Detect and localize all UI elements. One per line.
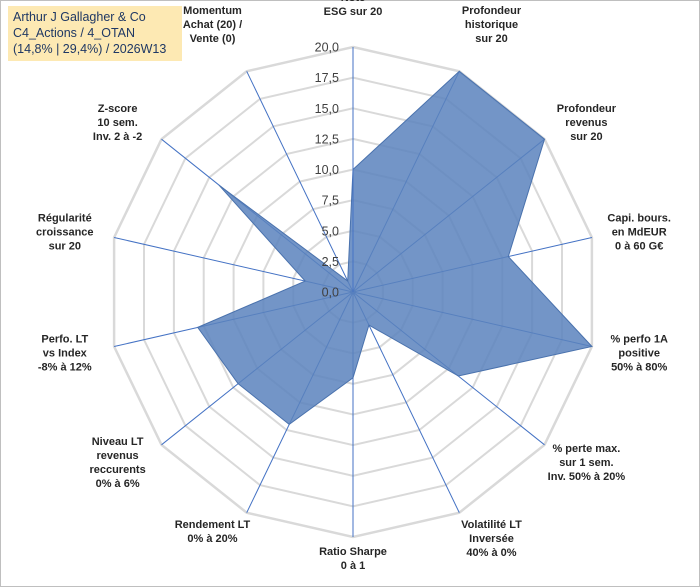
axis-label-line: sur 20 <box>570 131 602 143</box>
radar-series <box>196 47 593 426</box>
tick-label: 2,5 <box>322 255 339 269</box>
axis-label: Régularité croissance sur 20 <box>36 212 93 252</box>
axis-label-line: en MdEUR <box>612 226 667 238</box>
axis-label-line: sur 20 <box>475 33 507 45</box>
axis-label-line: 0 à 60 G€ <box>615 240 663 252</box>
axis-spoke <box>352 291 460 513</box>
axis-label: Volatilité LT Inversée 40% à 0% <box>461 519 522 559</box>
axis-label-line: % perte max. <box>552 443 620 455</box>
axis-label-line: -8% à 12% <box>38 362 92 374</box>
axis-label-line: sur 20 <box>49 240 81 252</box>
axis-label-line: 0 à 1 <box>341 560 365 572</box>
axis-label-line: % perfo 1A <box>610 334 668 346</box>
axis-label-line: vs Index <box>43 348 88 360</box>
chart-title-stats: (14,8% | 29,4%) / 2026W13 <box>13 42 167 56</box>
axis-label: % perfo 1A positive 50% à 80% <box>610 334 668 374</box>
axis-label: Profondeur revenus sur 20 <box>557 103 617 143</box>
axis-label-line: Inv. 50% à 20% <box>548 471 626 483</box>
axis-label-line: positive <box>618 348 660 360</box>
tick-label: 0,0 <box>322 286 339 300</box>
axis-label-line: 0% à 20% <box>187 533 237 545</box>
axis-label-line: Rendement LT <box>175 519 251 531</box>
axis-label: Momentum Achat (20) / Vente (0) <box>183 5 242 45</box>
axis-label-line: revenus <box>565 117 607 129</box>
axis-label-line: Momentum <box>183 5 242 17</box>
axis-label-line: revenus <box>96 450 138 462</box>
axis-label: Profondeur historique sur 20 <box>462 5 522 45</box>
axis-label-line: Profondeur <box>462 5 522 17</box>
axis-label: Niveau LT revenus reccurents 0% à 6% <box>89 436 145 490</box>
axis-label: Rendement LT 0% à 20% <box>175 519 251 545</box>
axis-label-line: historique <box>465 19 518 31</box>
axis-label-line: Note <box>341 0 365 4</box>
axis-label-line: Profondeur <box>557 103 617 115</box>
axis-label-line: Ratio Sharpe <box>319 546 387 558</box>
axis-label-line: sur 1 sem. <box>559 457 613 469</box>
axis-labels: Note ESG sur 20 Profondeur historique sur 20… <box>36 0 671 572</box>
axis-label-line: Volatilité LT <box>461 519 522 531</box>
axis-label-line: 10 sem. <box>97 117 137 129</box>
axis-label-line: Niveau LT <box>92 436 144 448</box>
tick-label: 5,0 <box>322 224 339 238</box>
tick-label: 10,0 <box>315 163 339 177</box>
chart-title-company: Arthur J Gallagher & Co <box>13 10 146 24</box>
axis-label-line: 50% à 80% <box>611 362 667 374</box>
axis-label-line: 0% à 6% <box>96 478 140 490</box>
radial-tick-labels: 0,0 2,5 5,0 7,5 10,0 12,5 15,0 17,5 20,0 <box>315 41 339 300</box>
axis-label: Capi. bours. en MdEUR 0 à 60 G€ <box>607 212 671 252</box>
axis-label-line: Inv. 2 à -2 <box>93 131 142 143</box>
axis-label-line: 40% à 0% <box>466 547 516 559</box>
axis-label: Perfo. LT vs Index -8% à 12% <box>38 334 92 374</box>
axis-label: Ratio Sharpe 0 à 1 <box>319 546 387 572</box>
tick-label: 7,5 <box>322 194 339 208</box>
axis-label: Z-score 10 sem. Inv. 2 à -2 <box>93 103 142 143</box>
tick-label: 20,0 <box>315 41 339 55</box>
axis-label-line: Inversée <box>469 533 514 545</box>
chart-title-portfolio: C4_Actions / 4_OTAN <box>13 26 136 40</box>
axis-label-line: Régularité <box>38 212 92 224</box>
axis-spoke <box>246 71 354 293</box>
axis-label-line: Achat (20) / <box>183 19 242 31</box>
tick-label: 12,5 <box>315 132 339 146</box>
axis-label: % perte max. sur 1 sem. Inv. 50% à 20% <box>548 443 626 483</box>
axis-label-line: ESG sur 20 <box>324 6 383 18</box>
axis-label: Note ESG sur 20 <box>324 0 383 18</box>
chart-title-box: Arthur J Gallagher & Co C4_Actions / 4_O… <box>8 6 182 61</box>
series-area <box>196 70 593 426</box>
tick-label: 17,5 <box>315 71 339 85</box>
axis-label-line: Z-score <box>98 103 138 115</box>
axis-label-line: Capi. bours. <box>607 212 671 224</box>
axis-label-line: reccurents <box>89 464 145 476</box>
tick-label: 15,0 <box>315 102 339 116</box>
axis-label-line: Perfo. LT <box>41 334 88 346</box>
axis-label-line: Vente (0) <box>190 33 236 45</box>
axis-label-line: croissance <box>36 226 93 238</box>
